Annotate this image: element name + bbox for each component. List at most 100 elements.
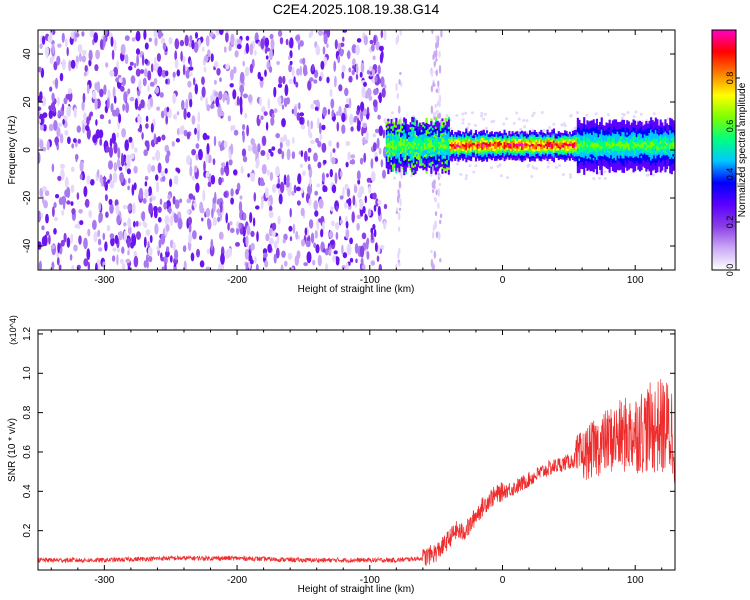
spectrogram-cell: [459, 150, 462, 153]
spectrogram-cell: [608, 131, 611, 135]
spectrogram-cell: [392, 159, 395, 162]
spectrogram-cell: [486, 154, 489, 157]
spectrogram-cell: [589, 130, 592, 133]
spectrogram-cell: [583, 121, 586, 125]
spectrogram-cell: [336, 141, 340, 149]
spectrogram-cell: [557, 131, 560, 134]
spectrogram-cell: [406, 155, 409, 158]
spectrogram-cell: [607, 123, 610, 126]
spectrogram-cell: [330, 206, 334, 212]
spectrogram-cell: [396, 122, 399, 125]
spectrogram-cell: [195, 182, 200, 193]
spectrogram-cell: [592, 121, 595, 125]
spectrogram-cell: [122, 104, 125, 112]
spectrogram-cell: [494, 139, 497, 142]
spectrogram-cell: [592, 150, 595, 154]
spectrogram-cell: [616, 145, 619, 149]
spectrogram-cell: [615, 121, 618, 125]
spectrogram-cell: [261, 164, 267, 175]
spectrogram-cell: [670, 133, 673, 136]
spectrogram-cell: [286, 148, 291, 161]
spectrogram-cell: [659, 162, 662, 166]
spectrogram-cell: [568, 150, 571, 154]
spectrogram-cell: [294, 255, 299, 266]
spectrogram-cell: [331, 157, 336, 165]
spectrogram-cell: [638, 125, 641, 129]
spectrogram-cell: [436, 149, 439, 153]
spectrogram-cell: [49, 86, 53, 92]
spectrogram-cell: [656, 140, 659, 144]
spectrogram-cell: [433, 136, 436, 140]
spectrogram-cell: [667, 134, 670, 138]
spectrogram-cell: [124, 165, 128, 171]
spectrogram-cell: [591, 149, 594, 152]
spectrogram-cell: [611, 149, 614, 152]
spectrogram-cell: [318, 198, 324, 209]
spectrogram-cell: [61, 195, 67, 205]
spectrogram-cell: [651, 144, 654, 147]
spectrogram-cell: [599, 141, 602, 144]
spectrogram-cell: [580, 127, 583, 131]
spectrogram-cell: [428, 153, 431, 156]
spectrogram-cell: [73, 138, 77, 143]
spectrogram-cell: [645, 142, 648, 146]
spectrogram-cell: [82, 123, 85, 134]
spectrogram-cell: [623, 119, 626, 123]
spectrogram-cell: [271, 230, 276, 238]
spectrogram-cell: [240, 166, 244, 174]
spectrogram-cell: [186, 155, 191, 165]
spectrogram-cell: [544, 155, 547, 159]
spectrogram-cell: [552, 140, 555, 144]
spectrogram-cell: [610, 123, 613, 127]
spectrogram-cell: [133, 182, 137, 191]
spectrogram-cell: [654, 168, 657, 171]
spectrogram-cell: [416, 153, 419, 157]
spectrogram-cell: [516, 150, 519, 153]
spectrogram-cell: [372, 55, 376, 61]
spectrogram-cell: [392, 137, 395, 141]
spectrogram-cell: [509, 136, 512, 140]
spectrogram-cell: [618, 139, 621, 142]
spectrogram-cell: [640, 143, 643, 147]
spectrogram-cell: [525, 119, 529, 123]
spectrogram-cell: [595, 126, 598, 129]
spectrogram-cell: [599, 143, 602, 147]
spectrogram-cell: [393, 158, 396, 161]
spectrogram-cell: [121, 263, 126, 270]
spectrogram-cell: [578, 119, 581, 123]
spectrogram-cell: [39, 139, 44, 150]
spectrogram-cell: [443, 146, 446, 149]
spectrogram-cell: [473, 142, 476, 146]
spectrogram-cell: [656, 133, 659, 137]
spectrogram-cell: [540, 132, 543, 135]
spectrogram-cell: [479, 154, 482, 158]
spectrogram-cell: [136, 231, 141, 240]
spectrogram-cell: [398, 247, 401, 255]
spectrogram-cell: [642, 137, 645, 141]
spectrogram-cell: [600, 124, 603, 128]
spectrogram-cell: [270, 116, 275, 126]
spectrogram-cell: [323, 159, 327, 165]
spectrogram-cell: [664, 138, 667, 142]
spectrogram-cell: [490, 120, 494, 124]
spectrogram-cell: [50, 244, 56, 249]
spectrogram-cell: [632, 121, 635, 125]
colorbar-tick-label: 0.4: [725, 168, 735, 181]
spectrogram-cell: [591, 142, 594, 145]
spectrogram-cell: [514, 141, 517, 144]
spectrogram-cell: [570, 134, 573, 137]
spectrogram-cell: [578, 141, 581, 145]
spectrogram-cell: [395, 36, 398, 46]
spectrogram-cell: [519, 158, 522, 161]
spectrogram-cell: [642, 164, 645, 167]
spectrogram-cell: [454, 143, 457, 147]
spectrogram-cell: [637, 128, 640, 132]
spectrogram-cell: [296, 200, 301, 206]
spectrogram-cell: [436, 154, 439, 157]
spectrogram-cell: [572, 143, 575, 146]
spectrogram-cell: [412, 143, 415, 147]
spectrogram-cell: [645, 121, 648, 124]
spectrogram-cell: [587, 150, 590, 153]
spectrogram-cell: [621, 160, 624, 164]
spectrogram-cell: [532, 141, 535, 144]
